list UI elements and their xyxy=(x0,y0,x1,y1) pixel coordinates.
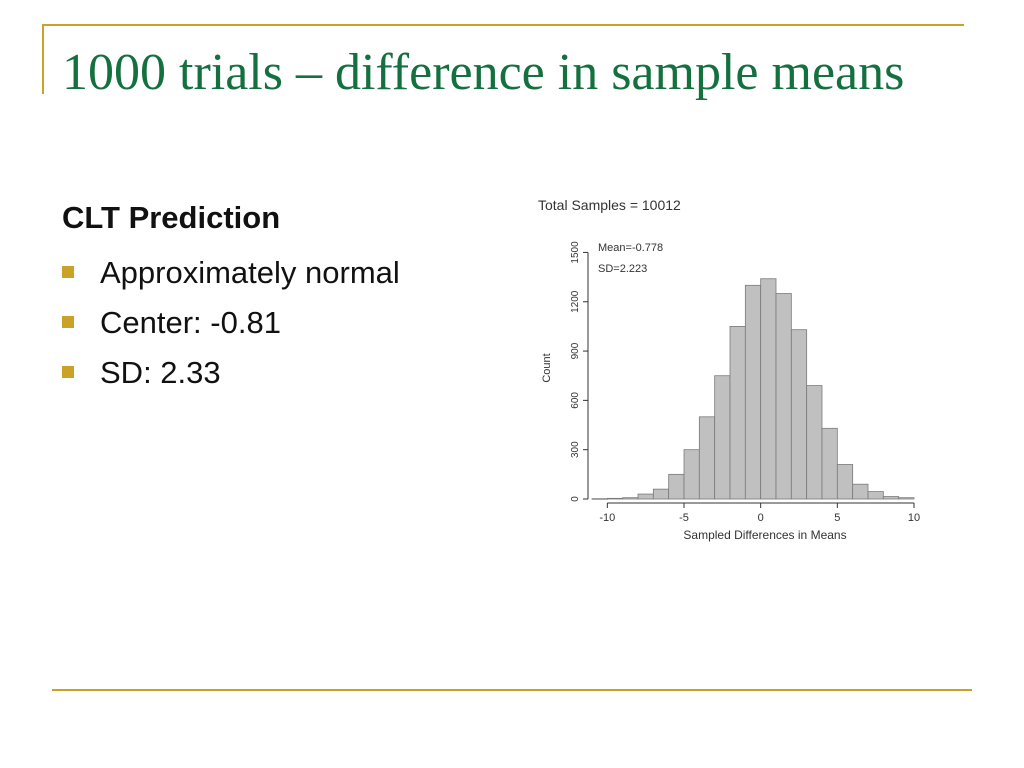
histogram-bar xyxy=(622,497,639,500)
mean-annotation: Mean=-0.778 xyxy=(598,242,663,254)
histogram-bars xyxy=(591,278,915,500)
histogram-bar xyxy=(836,464,854,500)
bullet-text: SD: 2.33 xyxy=(100,355,221,390)
histogram-bar xyxy=(790,329,808,500)
bullet-list: Approximately normal Center: -0.81 SD: 2… xyxy=(62,248,400,398)
section-heading: CLT Prediction xyxy=(62,200,281,235)
histogram-bar xyxy=(683,449,700,500)
x-tick-label: -5 xyxy=(679,512,689,524)
y-axis-label: Count xyxy=(541,353,553,382)
x-tick-label: 10 xyxy=(908,512,920,524)
bullet-item: Center: -0.81 xyxy=(62,298,400,348)
bullet-text: Approximately normal xyxy=(100,255,400,290)
bullet-item: SD: 2.33 xyxy=(62,348,400,398)
histogram-bar xyxy=(867,491,884,500)
chart-axes: -10 -5 0 5 10 0 300 600 900 1200 1500 xyxy=(570,241,920,524)
x-axis-label: Sampled Differences in Means xyxy=(683,528,846,542)
histogram-chart: Total Samples = 10012 -10 -5 0 5 10 0 300 600 90… xyxy=(538,197,920,542)
histogram-bar xyxy=(806,385,823,500)
bullet-item: Approximately normal xyxy=(62,248,400,298)
histogram-bar xyxy=(652,488,670,500)
y-tick-label: 1200 xyxy=(570,290,581,313)
frame-bottom-rule xyxy=(52,689,972,691)
histogram-bar xyxy=(606,497,624,500)
histogram-bar xyxy=(591,498,608,500)
histogram-bar xyxy=(852,483,869,500)
square-bullet-icon xyxy=(62,266,74,278)
histogram-bar xyxy=(898,497,915,500)
frame-top-rule xyxy=(42,24,964,26)
y-tick-label: 600 xyxy=(570,392,581,409)
y-tick-label: 300 xyxy=(570,441,581,458)
histogram-bar xyxy=(821,427,838,500)
histogram-bar xyxy=(698,416,716,500)
slide-title: 1000 trials – difference in sample means xyxy=(62,44,905,101)
chart-title: Total Samples = 10012 xyxy=(538,197,681,213)
x-tick-label: 5 xyxy=(834,512,840,524)
square-bullet-icon xyxy=(62,316,74,328)
histogram-bar xyxy=(882,496,900,500)
sd-annotation: SD=2.223 xyxy=(598,263,647,275)
square-bullet-icon xyxy=(62,366,74,378)
x-tick-label: -10 xyxy=(599,512,615,524)
histogram-bar xyxy=(744,284,762,500)
histogram-bar xyxy=(775,293,792,500)
histogram-bar xyxy=(729,326,746,500)
y-tick-label: 900 xyxy=(570,342,581,359)
y-tick-label: 0 xyxy=(570,496,581,502)
histogram-bar xyxy=(637,493,654,500)
histogram-bar xyxy=(760,278,777,500)
frame-left-rule xyxy=(42,24,44,94)
x-tick-label: 0 xyxy=(758,512,764,524)
y-tick-label: 1500 xyxy=(570,241,581,264)
histogram-figure: Total Samples = 10012 -10 -5 0 5 10 0 300 600 90… xyxy=(530,186,930,556)
bullet-text: Center: -0.81 xyxy=(100,305,281,340)
histogram-bar xyxy=(668,473,685,500)
histogram-bar xyxy=(714,375,731,500)
